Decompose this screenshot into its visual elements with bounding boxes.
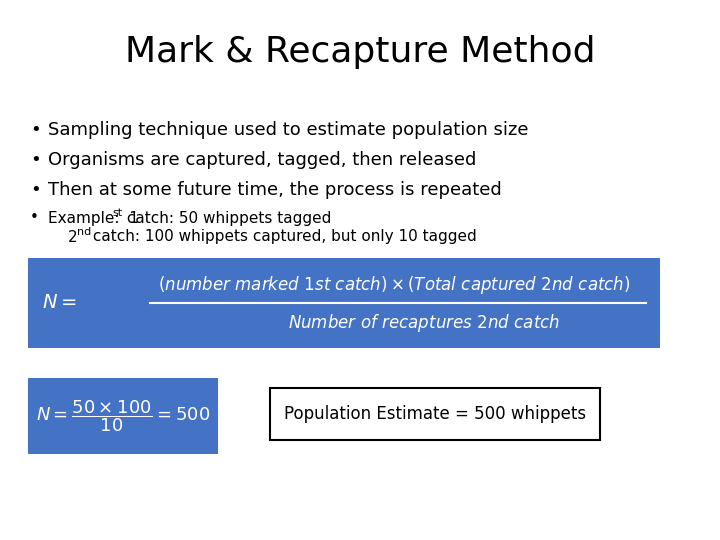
Text: Example:  1: Example: 1: [48, 211, 139, 226]
Text: st: st: [112, 208, 122, 218]
Text: 2: 2: [68, 230, 78, 245]
Text: nd: nd: [77, 227, 91, 237]
FancyBboxPatch shape: [28, 378, 218, 454]
FancyBboxPatch shape: [270, 388, 600, 440]
Text: Population Estimate = 500 whippets: Population Estimate = 500 whippets: [284, 405, 586, 423]
Text: catch: 50 whippets tagged: catch: 50 whippets tagged: [122, 211, 331, 226]
Text: $\mathit{N} =$: $\mathit{N} =$: [42, 294, 77, 313]
Text: •: •: [30, 211, 39, 226]
Text: •: •: [30, 181, 41, 199]
Text: $\mathit{N} = \dfrac{50 \times 100}{10} = 500$: $\mathit{N} = \dfrac{50 \times 100}{10} …: [36, 398, 210, 434]
Text: catch: 100 whippets captured, but only 10 tagged: catch: 100 whippets captured, but only 1…: [88, 230, 477, 245]
Text: Then at some future time, the process is repeated: Then at some future time, the process is…: [48, 181, 502, 199]
Text: Sampling technique used to estimate population size: Sampling technique used to estimate popu…: [48, 121, 528, 139]
Text: Organisms are captured, tagged, then released: Organisms are captured, tagged, then rel…: [48, 151, 477, 169]
Text: $\mathit{(number\ marked\ 1st\ catch)\times(Total\ captured\ 2nd\ catch)}$: $\mathit{(number\ marked\ 1st\ catch)\ti…: [158, 274, 631, 296]
FancyBboxPatch shape: [28, 258, 660, 348]
Text: $\mathit{Number\ of\ recaptures\ 2nd\ catch}$: $\mathit{Number\ of\ recaptures\ 2nd\ ca…: [288, 312, 560, 334]
Text: •: •: [30, 121, 41, 139]
Text: •: •: [30, 151, 41, 169]
Text: Mark & Recapture Method: Mark & Recapture Method: [125, 35, 595, 69]
